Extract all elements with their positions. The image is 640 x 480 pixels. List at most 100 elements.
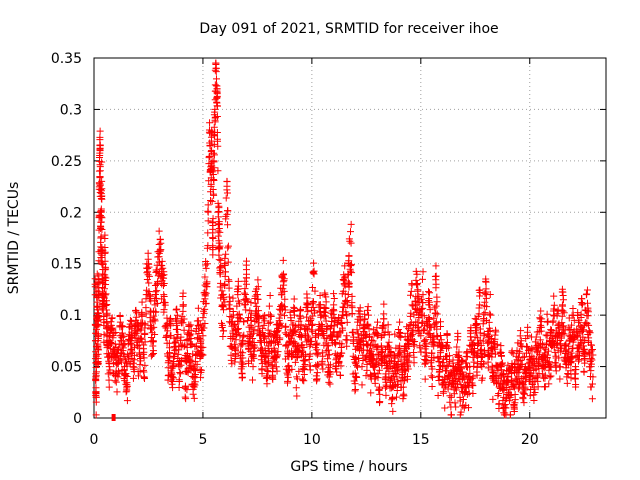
data-point <box>274 348 282 356</box>
data-point <box>455 351 463 359</box>
data-point <box>447 393 455 401</box>
data-point <box>364 320 372 328</box>
data-point <box>302 351 310 359</box>
data-point <box>151 317 159 325</box>
data-point <box>145 279 153 287</box>
data-point <box>356 304 364 312</box>
data-point <box>211 81 219 89</box>
data-point <box>150 323 158 331</box>
data-point <box>305 356 313 364</box>
data-point <box>572 333 580 341</box>
data-point <box>199 314 207 322</box>
data-point <box>373 330 381 338</box>
data-point <box>300 365 308 373</box>
data-point <box>199 332 207 340</box>
data-point <box>502 404 510 412</box>
data-point <box>363 341 371 349</box>
data-point <box>588 356 596 364</box>
data-point <box>418 275 426 283</box>
data-point <box>354 330 362 338</box>
y-tick-label: 0 <box>73 411 82 427</box>
data-point <box>385 331 393 339</box>
data-point <box>138 298 146 306</box>
data-point <box>313 339 321 347</box>
data-point <box>240 331 248 339</box>
data-point <box>574 357 582 365</box>
data-point <box>358 363 366 371</box>
data-point <box>285 362 293 370</box>
data-point <box>580 368 588 376</box>
data-point <box>459 357 467 365</box>
data-point <box>330 290 338 298</box>
data-point <box>434 373 442 381</box>
data-point <box>217 256 225 264</box>
data-point <box>393 373 401 381</box>
data-point <box>269 364 277 372</box>
data-point <box>382 381 390 389</box>
data-point <box>210 123 218 131</box>
data-point <box>201 273 209 281</box>
data-point <box>426 301 434 309</box>
data-point <box>306 350 314 358</box>
data-point <box>417 348 425 356</box>
data-point <box>537 321 545 329</box>
data-point <box>319 365 327 373</box>
data-point <box>137 355 145 363</box>
data-point <box>535 358 543 366</box>
data-point <box>210 151 218 159</box>
data-point <box>426 289 434 297</box>
data-point <box>377 342 385 350</box>
data-point <box>432 280 440 288</box>
data-point <box>153 287 161 295</box>
data-point <box>92 411 100 419</box>
data-point <box>160 306 168 314</box>
data-point <box>266 291 274 299</box>
data-point <box>209 186 217 194</box>
data-point <box>266 329 274 337</box>
data-point <box>176 370 184 378</box>
data-point <box>482 294 490 302</box>
data-point <box>427 372 435 380</box>
data-point <box>132 306 140 314</box>
data-point <box>338 320 346 328</box>
data-point <box>586 329 594 337</box>
data-point <box>405 351 413 359</box>
data-point <box>254 322 262 330</box>
data-point <box>141 338 149 346</box>
data-point <box>117 337 125 345</box>
data-point <box>433 310 441 318</box>
data-point <box>452 403 460 411</box>
data-point <box>585 321 593 329</box>
data-point <box>439 359 447 367</box>
data-point <box>202 264 210 272</box>
data-point <box>280 287 288 295</box>
x-tick-label: 20 <box>521 432 539 448</box>
data-point <box>209 246 217 254</box>
data-point <box>112 378 120 386</box>
data-point <box>215 218 223 226</box>
data-point <box>264 326 272 334</box>
data-point <box>216 270 224 278</box>
data-point <box>443 342 451 350</box>
data-point <box>225 301 233 309</box>
data-point <box>428 383 436 391</box>
data-point <box>280 281 288 289</box>
data-point <box>541 371 549 379</box>
data-point <box>249 352 257 360</box>
data-point <box>304 308 312 316</box>
data-point <box>426 306 434 314</box>
data-point <box>494 392 502 400</box>
data-point <box>504 361 512 369</box>
data-point <box>367 389 375 397</box>
data-point <box>271 358 279 366</box>
data-point <box>456 397 464 405</box>
data-point <box>394 325 402 333</box>
data-point <box>202 299 210 307</box>
data-point <box>530 397 538 405</box>
data-point <box>390 382 398 390</box>
data-point <box>580 326 588 334</box>
data-point <box>316 291 324 299</box>
data-point <box>368 336 376 344</box>
data-point <box>140 354 148 362</box>
data-point <box>96 167 104 175</box>
